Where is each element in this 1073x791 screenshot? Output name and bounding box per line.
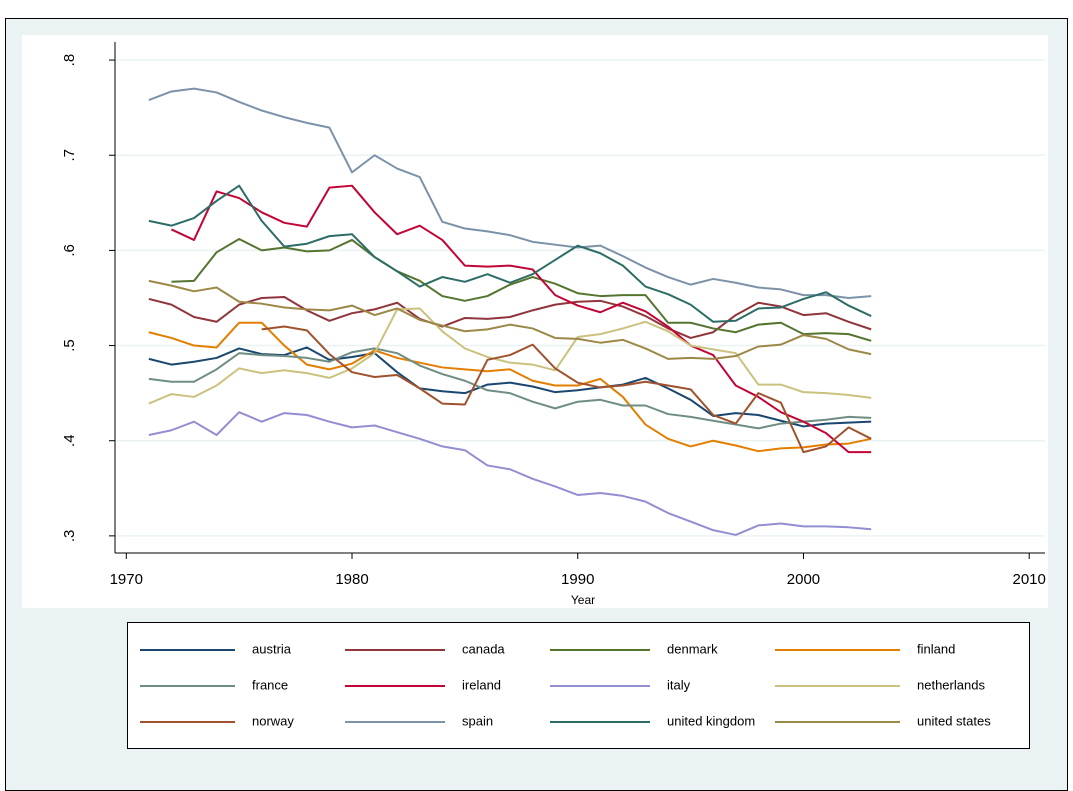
legend-label: ireland (462, 677, 501, 692)
series-line (148, 411, 872, 536)
legend-label: united kingdom (667, 713, 755, 728)
series-line (148, 87, 872, 299)
series-line (171, 237, 872, 342)
legend-label: norway (252, 713, 294, 728)
x-tick-label: 1970 (110, 571, 143, 588)
series-line (148, 347, 872, 430)
legend-label: denmark (667, 641, 718, 656)
legend-label: spain (462, 713, 493, 728)
x-tick-label: 2000 (787, 571, 820, 588)
plot-region (22, 35, 1048, 608)
x-axis-title: Year (571, 593, 595, 607)
y-tick-label: .4 (61, 434, 78, 447)
series-line (148, 321, 872, 453)
x-tick-label: 2010 (1013, 571, 1046, 588)
y-tick-label: .3 (61, 530, 78, 543)
y-tick-label: .5 (61, 339, 78, 352)
legend-label: finland (917, 641, 955, 656)
y-tick-label: .8 (61, 54, 78, 67)
series-line (148, 279, 872, 360)
series-line (171, 184, 872, 454)
x-tick-label: 1980 (335, 571, 368, 588)
legend-label: united states (917, 713, 991, 728)
legend-label: france (252, 677, 288, 692)
legend-label: italy (667, 677, 691, 692)
legend-label: canada (462, 641, 505, 656)
legend-label: austria (252, 641, 292, 656)
legend-label: netherlands (917, 677, 985, 692)
series-line (148, 307, 872, 405)
y-tick-label: .6 (61, 244, 78, 257)
series-line (148, 296, 872, 339)
series-line (148, 184, 872, 323)
y-tick-label: .7 (61, 149, 78, 162)
x-tick-label: 1990 (561, 571, 594, 588)
series-line (261, 325, 872, 454)
